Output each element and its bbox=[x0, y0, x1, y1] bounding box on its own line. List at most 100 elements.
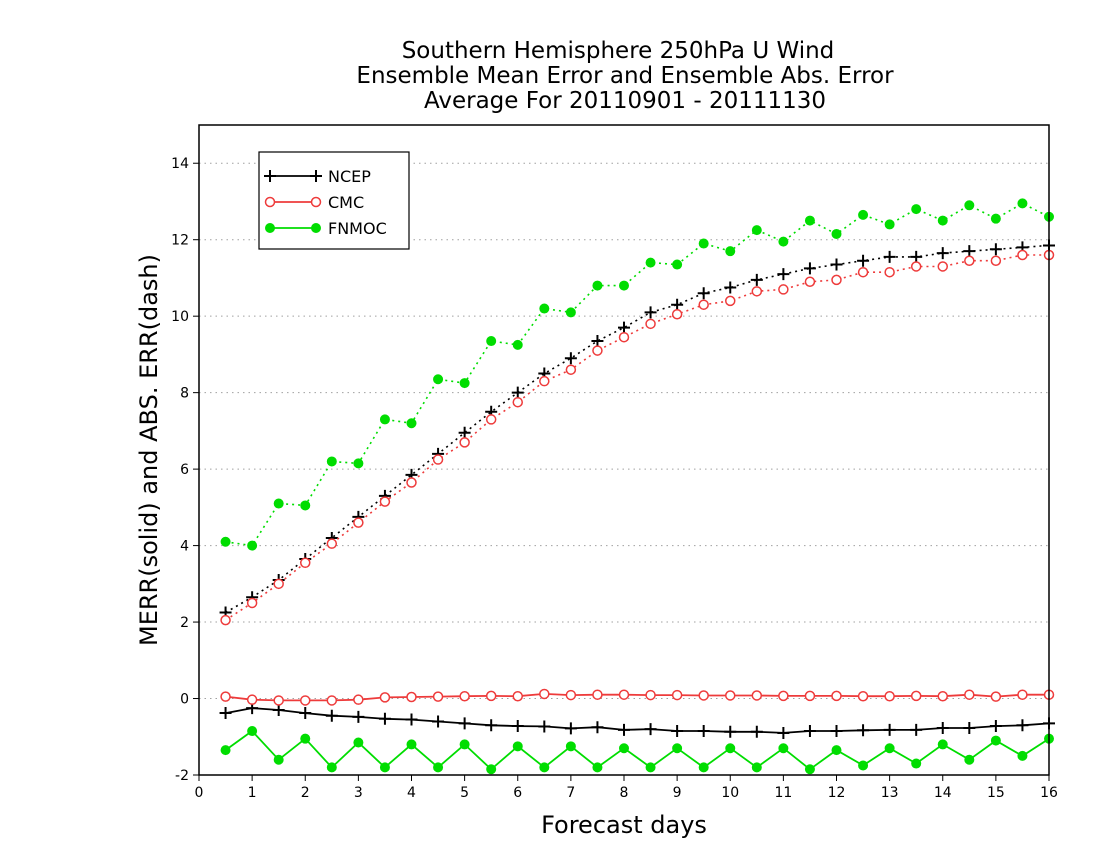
x-tick-label-5: 5 bbox=[460, 785, 469, 801]
legend-label-fnmoc: FNMOC bbox=[328, 219, 387, 238]
series-cmc-merr-point-7 bbox=[406, 691, 417, 703]
series-ncep-merr-point-7 bbox=[405, 713, 418, 726]
series-fnmoc-abs-err-point-9 bbox=[459, 378, 470, 389]
series-ncep-abs-err-point-15 bbox=[618, 321, 630, 334]
series-fnmoc-abs-err-point-0 bbox=[220, 536, 231, 547]
series-cmc-merr-point-13 bbox=[565, 689, 577, 701]
series-fnmoc-merr-point-16 bbox=[645, 762, 656, 773]
series-cmc-abs-err-point-10 bbox=[485, 414, 497, 425]
series-cmc-abs-err-point-3 bbox=[300, 557, 311, 569]
series-ncep-abs-err-point-17 bbox=[671, 298, 684, 311]
series-cmc-merr-point-25 bbox=[884, 690, 895, 702]
series-cmc-merr-point-1 bbox=[246, 694, 258, 705]
series-fnmoc-merr-point-29 bbox=[990, 735, 1001, 746]
series-cmc-abs-err-point-18 bbox=[698, 299, 709, 310]
series-cmc-abs-err-point-19 bbox=[725, 295, 736, 307]
series-fnmoc-abs-err-point-18 bbox=[698, 238, 709, 249]
series-ncep-merr-point-23 bbox=[830, 725, 843, 738]
y-tick-label-2: 2 bbox=[180, 615, 189, 631]
series-fnmoc-abs-err-point-29 bbox=[990, 213, 1001, 224]
y-tick-label-3: 4 bbox=[180, 539, 189, 555]
series-fnmoc-abs-err-point-5 bbox=[353, 458, 364, 469]
series-fnmoc-abs-err-point-7 bbox=[406, 418, 417, 429]
series-ncep-abs-err-point-14 bbox=[591, 335, 604, 348]
series-ncep-merr-point-22 bbox=[803, 725, 816, 738]
series-cmc-merr-point-22 bbox=[804, 690, 816, 702]
series-fnmoc-abs-err-point-4 bbox=[326, 456, 337, 467]
series-fnmoc-abs-err-point-6 bbox=[379, 414, 390, 425]
y-tick-label-1: 0 bbox=[180, 692, 189, 708]
series-ncep-merr-point-11 bbox=[511, 720, 524, 733]
series-cmc-abs-err-point-8 bbox=[432, 454, 444, 465]
title-line-2: Ensemble Mean Error and Ensemble Abs. Er… bbox=[356, 63, 894, 89]
series-ncep-merr-point-28 bbox=[963, 721, 976, 734]
series-fnmoc-merr-point-5 bbox=[353, 737, 364, 748]
series-ncep-merr-point-9 bbox=[458, 717, 471, 730]
y-tick-label-0: -2 bbox=[175, 768, 189, 784]
series-fnmoc-abs-err-point-26 bbox=[911, 204, 922, 215]
series-fnmoc-abs-err-point-17 bbox=[672, 259, 683, 270]
series-fnmoc-merr-point-8 bbox=[433, 762, 444, 773]
series-cmc-merr-point-15 bbox=[618, 689, 630, 700]
x-tick-label-10: 10 bbox=[721, 785, 739, 801]
series-fnmoc-merr-point-12 bbox=[539, 762, 550, 773]
series-cmc-abs-err-point-20 bbox=[751, 286, 763, 297]
series-cmc-merr-line bbox=[225, 692, 1049, 702]
series-cmc-abs-err-point-28 bbox=[964, 255, 975, 266]
x-tick-label-3: 3 bbox=[354, 785, 363, 801]
series-ncep-abs-err-point-23 bbox=[830, 258, 843, 271]
series-ncep-merr-point-16 bbox=[644, 723, 657, 736]
series-cmc-abs-err-point-24 bbox=[857, 266, 869, 278]
series-cmc-abs-err-point-0 bbox=[220, 614, 231, 626]
series-fnmoc-merr-point-7 bbox=[406, 739, 417, 750]
x-tick-label-2: 2 bbox=[301, 785, 310, 801]
series-ncep-abs-err-point-22 bbox=[803, 262, 816, 275]
series-ncep-abs-err-point-18 bbox=[697, 287, 710, 300]
series-ncep bbox=[219, 239, 1055, 739]
series-fnmoc-merr-point-25 bbox=[884, 743, 895, 754]
series-cmc-abs-err-point-23 bbox=[831, 274, 842, 286]
series-fnmoc-merr-point-1 bbox=[247, 726, 258, 737]
series-fnmoc-merr-point-15 bbox=[619, 743, 629, 754]
series-fnmoc-merr-point-23 bbox=[831, 745, 842, 756]
series-fnmoc-merr-point-19 bbox=[725, 743, 736, 754]
series-ncep-merr-point-17 bbox=[671, 725, 684, 738]
x-tick-label-4: 4 bbox=[407, 785, 416, 801]
series-ncep-abs-err-point-20 bbox=[750, 273, 763, 286]
series-fnmoc-merr-point-13 bbox=[565, 741, 576, 752]
y-tick-label-8: 14 bbox=[171, 156, 189, 172]
series-fnmoc-abs-err-point-13 bbox=[565, 307, 576, 318]
series-fnmoc-abs-err-point-24 bbox=[858, 209, 869, 220]
series-fnmoc-abs-err-point-14 bbox=[592, 280, 603, 291]
series-fnmoc-abs-err-point-19 bbox=[725, 246, 736, 257]
series-fnmoc-abs-err-point-21 bbox=[778, 236, 789, 247]
series-cmc-merr-point-19 bbox=[725, 690, 736, 701]
legend-box bbox=[258, 151, 410, 250]
series-fnmoc-abs-err-point-20 bbox=[751, 225, 762, 236]
series-cmc-merr-point-21 bbox=[778, 690, 789, 702]
y-tick-label-5: 8 bbox=[180, 386, 189, 402]
series-fnmoc bbox=[220, 198, 1054, 775]
series-fnmoc-merr-point-20 bbox=[751, 762, 762, 773]
series-cmc-merr-point-24 bbox=[857, 690, 869, 702]
series-ncep-merr-point-10 bbox=[485, 719, 498, 732]
series-ncep-abs-err-point-25 bbox=[883, 250, 896, 263]
series-ncep-merr-point-30 bbox=[1016, 719, 1029, 732]
series-fnmoc-abs-err-point-2 bbox=[273, 498, 284, 509]
series-cmc-abs-err-line bbox=[225, 254, 1049, 621]
series-cmc-merr-point-28 bbox=[964, 689, 975, 700]
legend-label-cmc: CMC bbox=[328, 193, 364, 212]
series-fnmoc-abs-err-line bbox=[225, 202, 1050, 547]
series-ncep-merr-point-29 bbox=[989, 720, 1002, 733]
series-cmc-abs-err-point-22 bbox=[804, 276, 816, 288]
series-cmc-merr-point-14 bbox=[592, 689, 603, 700]
series-cmc-merr-point-3 bbox=[300, 695, 311, 706]
series-cmc-merr-point-12 bbox=[539, 688, 550, 700]
series-cmc-merr-point-20 bbox=[751, 690, 763, 701]
series-ncep-abs-err-point-29 bbox=[989, 243, 1002, 256]
series-fnmoc-abs-err-point-27 bbox=[937, 215, 948, 226]
series-cmc-abs-err-point-30 bbox=[1017, 249, 1028, 261]
legend: NCEP CMC FNMOC bbox=[258, 151, 410, 250]
